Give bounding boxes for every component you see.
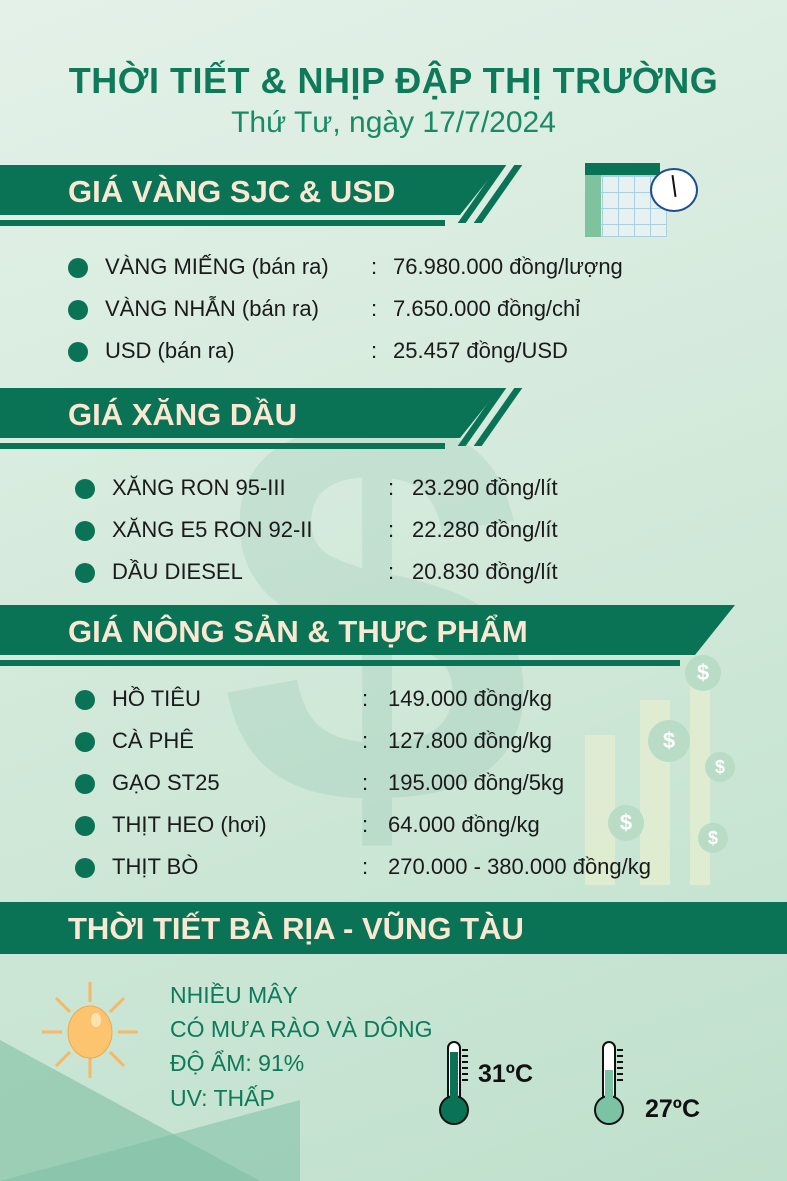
- weather-uv: UV: THẤP: [170, 1085, 275, 1111]
- price-row: DẦU DIESEL:20.830 đồng/lít: [0, 559, 787, 589]
- bullet-icon: [75, 858, 95, 878]
- coin-icon: $: [648, 720, 690, 762]
- section-banner-weather: THỜI TIẾT BÀ RỊA - VŨNG TÀU: [0, 902, 787, 954]
- thermometer-icon: [590, 1040, 630, 1133]
- bullet-icon: [75, 479, 95, 499]
- banner-underline: [0, 443, 445, 449]
- separator: :: [388, 517, 395, 542]
- separator: :: [371, 296, 378, 321]
- price-value: 76.980.000 đồng/lượng: [393, 254, 623, 279]
- separator: :: [362, 812, 369, 837]
- price-value: 20.830 đồng/lít: [412, 559, 558, 584]
- price-value: 23.290 đồng/lít: [412, 475, 558, 500]
- price-value: 22.280 đồng/lít: [412, 517, 558, 542]
- price-row: THỊT BÒ:270.000 - 380.000 đồng/kg: [0, 854, 787, 884]
- section-banner-fuel: GIÁ XĂNG DẦU: [0, 388, 500, 438]
- bullet-icon: [75, 732, 95, 752]
- price-label: DẦU DIESEL: [112, 559, 243, 584]
- section-title: THỜI TIẾT BÀ RỊA - VŨNG TÀU: [68, 911, 524, 946]
- bullet-icon: [75, 816, 95, 836]
- price-label: XĂNG E5 RON 92-II: [112, 517, 313, 542]
- coin-icon: $: [705, 752, 735, 782]
- price-label: THỊT BÒ: [112, 854, 199, 879]
- price-value: 127.800 đồng/kg: [388, 728, 552, 753]
- price-label: GẠO ST25: [112, 770, 220, 795]
- hill-decoration: [0, 1040, 260, 1181]
- weather-humidity: ĐỘ ẨM: 91%: [170, 1050, 305, 1076]
- price-row: THỊT HEO (hơi):64.000 đồng/kg: [0, 812, 787, 842]
- price-label: VÀNG NHẪN (bán ra): [105, 296, 319, 321]
- bullet-icon: [75, 774, 95, 794]
- price-label: USD (bán ra): [105, 338, 235, 363]
- price-row: CÀ PHÊ:127.800 đồng/kg: [0, 728, 787, 758]
- price-value: 64.000 đồng/kg: [388, 812, 540, 837]
- price-label: HỒ TIÊU: [112, 686, 201, 711]
- price-label: THỊT HEO (hơi): [112, 812, 267, 837]
- price-label: CÀ PHÊ: [112, 728, 194, 753]
- separator: :: [362, 728, 369, 753]
- price-row: XĂNG E5 RON 92-II:22.280 đồng/lít: [0, 517, 787, 547]
- banner-underline: [0, 660, 680, 666]
- separator: :: [362, 686, 369, 711]
- bar-decoration: [585, 735, 615, 885]
- section-banner-food: GIÁ NÔNG SẢN & THỰC PHẨM: [0, 605, 735, 655]
- price-label: XĂNG RON 95-III: [112, 475, 286, 500]
- price-row: VÀNG MIẾNG (bán ra):76.980.000 đồng/lượn…: [0, 254, 787, 284]
- separator: :: [362, 854, 369, 879]
- weather-condition: NHIỀU MÂY: [170, 982, 298, 1008]
- page-title: THỜI TIẾT & NHỊP ĐẬP THỊ TRƯỜNG: [68, 60, 719, 101]
- price-label: VÀNG MIẾNG (bán ra): [105, 254, 329, 279]
- price-row: HỒ TIÊU:149.000 đồng/kg: [0, 686, 787, 716]
- price-value: 25.457 đồng/USD: [393, 338, 568, 363]
- bullet-icon: [68, 258, 88, 278]
- bullet-icon: [75, 690, 95, 710]
- separator: :: [371, 254, 378, 279]
- page-date: Thứ Tư, ngày 17/7/2024: [231, 106, 556, 139]
- price-row: VÀNG NHẪN (bán ra):7.650.000 đồng/chỉ: [0, 296, 787, 326]
- coin-icon: $: [698, 823, 728, 853]
- price-value: 270.000 - 380.000 đồng/kg: [388, 854, 652, 879]
- section-banner-gold: GIÁ VÀNG SJC & USD: [0, 165, 500, 215]
- section-title: GIÁ XĂNG DẦU: [68, 397, 298, 432]
- temperature-high: 31ºC: [478, 1060, 533, 1088]
- separator: :: [362, 770, 369, 795]
- weather-forecast: CÓ MƯA RÀO VÀ DÔNG: [170, 1016, 433, 1042]
- bullet-icon: [75, 563, 95, 583]
- price-row: USD (bán ra):25.457 đồng/USD: [0, 338, 787, 368]
- price-row: XĂNG RON 95-III:23.290 đồng/lít: [0, 475, 787, 505]
- section-title: GIÁ VÀNG SJC & USD: [68, 174, 396, 209]
- price-value: 195.000 đồng/5kg: [388, 770, 565, 795]
- coin-icon: $: [685, 655, 721, 691]
- separator: :: [371, 338, 378, 363]
- price-row: GẠO ST25:195.000 đồng/5kg: [0, 770, 787, 800]
- bullet-icon: [75, 521, 95, 541]
- calendar-clock-icon: [585, 163, 698, 238]
- price-value: 149.000 đồng/kg: [388, 686, 552, 711]
- section-title: GIÁ NÔNG SẢN & THỰC PHẨM: [68, 614, 528, 649]
- thermometer-icon: [435, 1040, 475, 1133]
- coin-icon: $: [608, 805, 644, 841]
- separator: :: [388, 559, 395, 584]
- banner-underline: [0, 220, 445, 226]
- bullet-icon: [68, 342, 88, 362]
- sun-icon: [40, 980, 140, 1080]
- bullet-icon: [68, 300, 88, 320]
- separator: :: [388, 475, 395, 500]
- price-value: 7.650.000 đồng/chỉ: [393, 296, 581, 321]
- temperature-low: 27ºC: [645, 1095, 700, 1123]
